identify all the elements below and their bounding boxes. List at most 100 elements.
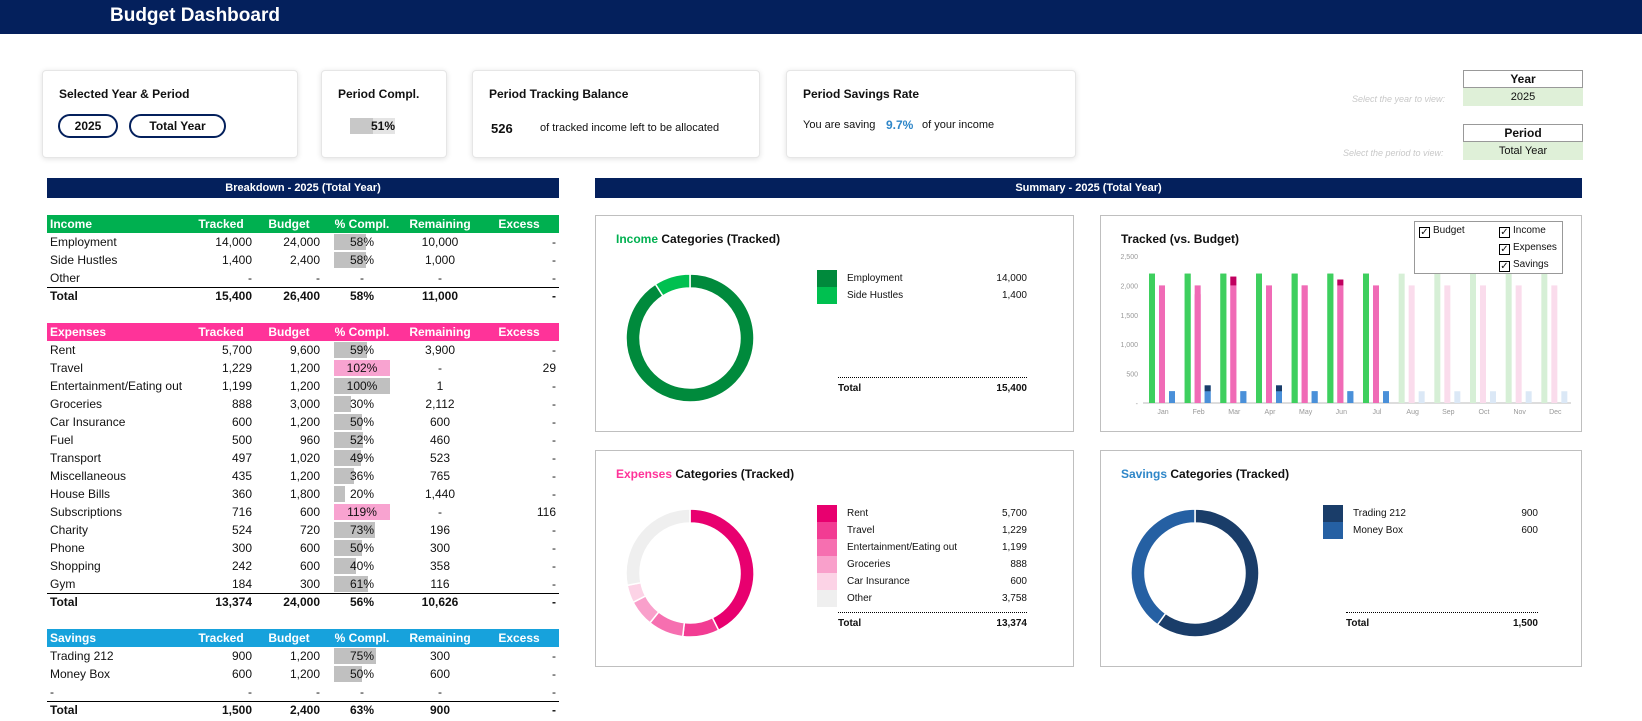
year-select[interactable]: 2025	[1463, 88, 1583, 106]
tracked-bar	[1149, 273, 1155, 403]
legend-swatch	[1323, 522, 1343, 539]
tracked-bar	[1240, 391, 1247, 403]
toggle-expenses[interactable]: ✓ Expenses	[1499, 242, 1557, 255]
pct-bar: 49%	[334, 450, 390, 466]
table-row: Miscellaneous 435 1,200 36% 765 -	[47, 467, 559, 485]
pct-bar-fill	[334, 468, 355, 484]
budget-cell: -	[316, 270, 320, 285]
budget-cell: -	[316, 684, 320, 699]
pct-bar-fill	[334, 575, 369, 592]
budget-bar	[1454, 391, 1461, 403]
pct-bar-fill	[334, 504, 390, 520]
tracked-bar	[1291, 273, 1298, 403]
tracked-cell: 5,700	[221, 343, 252, 357]
expenses-table: Expenses Tracked Budget% Compl. Remaining Ex…	[47, 323, 559, 611]
pct-cell: 30%	[323, 395, 401, 413]
excess-cell: -	[552, 433, 556, 447]
row-name: Charity	[50, 523, 89, 537]
pct-bar: 36%	[334, 468, 390, 484]
pct-bar: 119%	[334, 504, 390, 520]
remaining-cell: 2,112	[425, 397, 455, 411]
toggle-budget[interactable]: ✓ Budget	[1419, 225, 1465, 238]
remaining-cell: -	[438, 684, 442, 699]
legend-item: Rent 5,700	[817, 505, 1027, 522]
remaining-cell: 300	[429, 649, 451, 663]
pct-bar: 50%	[334, 666, 390, 682]
excess-cell: -	[552, 523, 556, 537]
over-budget-segment	[1337, 279, 1344, 286]
tracked-bar	[1256, 273, 1262, 403]
row-name: Transport	[50, 451, 101, 465]
legend-label: Car Insurance	[847, 576, 910, 587]
row-name: Total	[47, 700, 187, 719]
tracked-bar	[1204, 385, 1211, 403]
selected-period-title: Selected Year & Period	[59, 87, 190, 101]
column-header: Remaining	[401, 323, 479, 341]
over-budget-segment	[1276, 385, 1282, 392]
remaining-cell: 523	[429, 451, 451, 465]
income-panel-title: Income Categories (Tracked)	[616, 232, 781, 246]
period-hint: Select the period to view:	[1343, 148, 1444, 158]
table-row: Shopping 242 600 40% 358 -	[47, 557, 559, 575]
year-pill[interactable]: 2025	[58, 114, 118, 138]
pct-cell: 36%	[323, 467, 401, 485]
tracked-bar	[1347, 391, 1354, 403]
budget-bar	[1561, 391, 1568, 403]
tracked-cell: 600	[231, 415, 252, 429]
period-select[interactable]: Total Year	[1463, 142, 1583, 160]
budget-cell: 9,600	[289, 343, 320, 357]
pct-bar-fill	[334, 486, 346, 502]
row-name: Phone	[50, 541, 85, 555]
donut-slice	[625, 508, 691, 587]
excess-cell: -	[552, 649, 556, 663]
row-name: Entertainment/Eating out	[50, 379, 183, 393]
pct-bar: 59%	[334, 342, 390, 358]
income-header-row: Income Tracked Budget% Compl. Remaining Exce…	[47, 215, 559, 233]
pct-bar: 102%	[334, 360, 390, 376]
year-header: Year	[1463, 70, 1583, 88]
pct-bar: 50%	[334, 540, 390, 556]
remaining-cell: 300	[429, 541, 451, 555]
table-row: Entertainment/Eating out 1,199 1,200 100% 1 -	[47, 377, 559, 395]
pct-cell: 52%	[323, 431, 401, 449]
savings-legend: Trading 212 900 Money Box 600	[1323, 505, 1538, 539]
pct-cell: 20%	[323, 485, 401, 503]
tracked-bar	[1301, 285, 1308, 403]
tracked-cell: -	[248, 270, 252, 285]
tracked-cell: 242	[231, 559, 252, 573]
savings-total: Total 1,500	[1346, 612, 1538, 629]
x-tick-label: Jan	[1157, 409, 1168, 416]
pct-bar: 40%	[334, 558, 390, 574]
pct-bar: 100%	[334, 378, 390, 394]
tracked-cell: 900	[231, 649, 252, 663]
pct-bar-fill	[334, 558, 357, 574]
over-budget-segment	[1230, 276, 1237, 286]
legend-swatch	[817, 522, 837, 539]
period-pill[interactable]: Total Year	[129, 114, 226, 138]
pct-cell: 50%	[323, 413, 401, 431]
remaining-cell: -	[438, 361, 442, 375]
legend-swatch	[817, 573, 837, 590]
pct-value: -	[360, 684, 364, 699]
row-name: Miscellaneous	[50, 469, 127, 483]
budget-cell: 1,200	[289, 667, 320, 681]
pct-cell: 40%	[323, 557, 401, 575]
income-panel: Income Categories (Tracked) Employment 14…	[595, 215, 1074, 432]
row-name: Fuel	[50, 433, 74, 447]
table-row: Fuel 500 960 52% 460 -	[47, 431, 559, 449]
savings-rate-card: Period Savings Rate You are saving 9.7% …	[786, 70, 1076, 158]
toggle-income[interactable]: ✓ Income	[1499, 225, 1546, 238]
pct-bar: 61%	[334, 575, 390, 592]
pct-value: 30%	[349, 397, 375, 411]
table-row: Employment 14,000 24,000 58% 10,000 -	[47, 233, 559, 251]
table-row: Travel 1,229 1,200 102% - 29	[47, 359, 559, 377]
balance-value: 526	[491, 121, 513, 136]
budget-bar	[1490, 391, 1496, 403]
row-name: Other	[50, 270, 81, 285]
tracked-bar	[1169, 391, 1175, 403]
tracked-bar	[1230, 276, 1237, 403]
toggle-savings[interactable]: ✓ Savings	[1499, 259, 1549, 272]
budget-cell: 1,200	[289, 649, 320, 663]
remaining-cell: 1,000	[424, 253, 456, 267]
completion-title: Period Compl.	[338, 87, 420, 101]
